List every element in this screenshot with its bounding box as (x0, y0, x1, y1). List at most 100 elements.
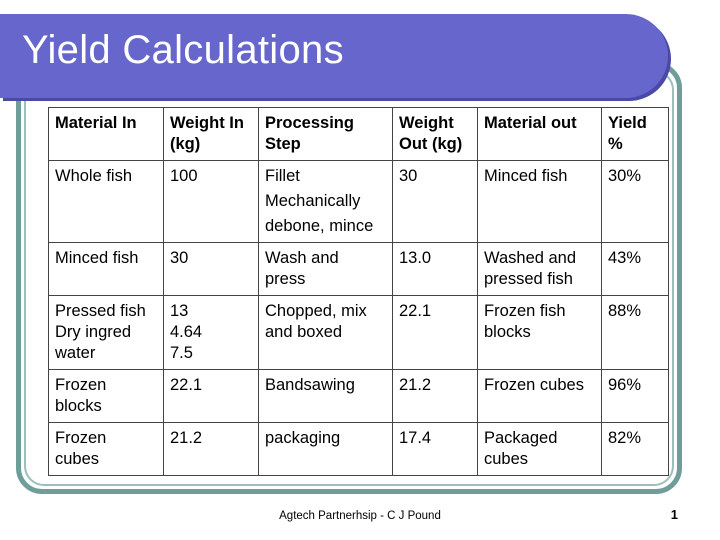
title-bar (0, 14, 668, 98)
table-cell-text: Frozen (55, 429, 107, 447)
table-cell-text: packaging (265, 429, 341, 447)
table-cell-text: 22.1 (399, 302, 432, 320)
table-cell: 21.2 (163, 422, 259, 476)
table-row: Minced fish 30 Wash and press 13.0 Washed and… (48, 242, 669, 296)
table-cell-text: press (265, 270, 306, 288)
table-cell-text: and boxed (265, 323, 343, 341)
table-cell-text: blocks (55, 397, 102, 415)
yield-table-container: Material In Weight In (kg) Processing Step We… (48, 107, 669, 476)
table-cell-text: 13 (170, 302, 189, 320)
table-cell: Bandsawing (258, 369, 393, 423)
table-cell: Frozen cubes (477, 369, 602, 423)
table-cell: 21.2 (392, 369, 478, 423)
column-header-text: (kg) (170, 135, 201, 153)
table-row: Frozen cubes 21.2 packaging 17.4 Packaged cube… (48, 422, 669, 476)
table-cell-text: 30 (170, 249, 189, 267)
table-cell-text: 43% (608, 249, 642, 267)
table-cell: 22.1 (163, 369, 259, 423)
table-cell: 82% (601, 422, 669, 476)
table-cell-text: Frozen cubes (484, 376, 584, 394)
table-cell-text: pressed fish (484, 270, 573, 288)
table-cell: 96% (601, 369, 669, 423)
table-cell: 30 (392, 160, 478, 243)
table-cell-text: Mechanically (265, 192, 361, 210)
table-cell-text: debone, mince (265, 217, 374, 235)
table-cell-text: Whole fish (55, 167, 133, 185)
table-cell: Washed and pressed fish (477, 242, 602, 296)
column-header: Material out (477, 107, 602, 161)
table-cell-text: Chopped, mix (265, 302, 367, 320)
table-cell-text: 21.2 (170, 429, 203, 447)
table-cell: Packaged cubes (477, 422, 602, 476)
table-cell: Frozen blocks (48, 369, 164, 423)
table-cell-text: Minced fish (55, 249, 139, 267)
column-header-text: Material In (55, 114, 137, 132)
table-cell: 13 4.64 7.5 (163, 295, 259, 370)
table-cell: 100 (163, 160, 259, 243)
slide-title: Yield Calculations (22, 28, 344, 72)
table-cell: Fillet Mechanically debone, mince (258, 160, 393, 243)
table-cell: 30 (163, 242, 259, 296)
table-header-row: Material In Weight In (kg) Processing Step We… (48, 107, 669, 161)
table-cell-text: 30% (608, 167, 642, 185)
table-cell-text: cubes (484, 450, 529, 468)
table-cell: Chopped, mix and boxed (258, 295, 393, 370)
table-cell-text: Frozen fish (484, 302, 566, 320)
table-cell-text: Pressed fish (55, 302, 146, 320)
table-cell-text: 88% (608, 302, 642, 320)
table-cell: Frozen fish blocks (477, 295, 602, 370)
table-row: Pressed fish Dry ingred water 13 4.64 7.5 Chop… (48, 295, 669, 370)
column-header-text: Weight In (170, 114, 244, 132)
table-cell: Whole fish (48, 160, 164, 243)
yield-table: Material In Weight In (kg) Processing Step We… (48, 107, 669, 476)
table-cell-text: 7.5 (170, 344, 193, 362)
table-cell: 30% (601, 160, 669, 243)
table-cell: 17.4 (392, 422, 478, 476)
table-cell-text: 4.64 (170, 323, 203, 341)
column-header-text: Material out (484, 114, 577, 132)
page-number: 1 (670, 507, 678, 522)
table-cell: Minced fish (477, 160, 602, 243)
table-cell-text: Bandsawing (265, 376, 355, 394)
table-cell-text: 82% (608, 429, 642, 447)
table-cell-text: Fillet (265, 167, 300, 185)
table-cell: Frozen cubes (48, 422, 164, 476)
column-header: Material In (48, 107, 164, 161)
table-cell: Pressed fish Dry ingred water (48, 295, 164, 370)
table-cell-text: Washed and (484, 249, 577, 267)
table-row: Frozen blocks 22.1 Bandsawing 21.2 Frozen cub… (48, 369, 669, 423)
column-header-text: Yield (608, 114, 647, 132)
table-cell-text: water (55, 344, 96, 362)
table-cell-text: blocks (484, 323, 531, 341)
table-cell: 13.0 (392, 242, 478, 296)
table-cell-text: 21.2 (399, 376, 432, 394)
table-cell-text: 17.4 (399, 429, 432, 447)
table-cell-text: Packaged (484, 429, 558, 447)
footer-credit: Agtech Partnerhsip - C J Pound (279, 510, 441, 522)
column-header-text: Step (265, 135, 301, 153)
column-header-text: % (608, 135, 623, 153)
table-row: Whole fish 100 Fillet Mechanically debone, m… (48, 160, 669, 243)
column-header-text: Out (kg) (399, 135, 463, 153)
table-cell-text: Dry ingred (55, 323, 132, 341)
table-cell: packaging (258, 422, 393, 476)
table-cell: Wash and press (258, 242, 393, 296)
column-header: Processing Step (258, 107, 393, 161)
table-cell-text: 22.1 (170, 376, 203, 394)
table-cell: 88% (601, 295, 669, 370)
table-cell-text: Frozen (55, 376, 107, 394)
table-cell-text: Minced fish (484, 167, 568, 185)
column-header: Weight In (kg) (163, 107, 259, 161)
table-cell-text: cubes (55, 450, 100, 468)
table-cell-text: 100 (170, 167, 198, 185)
column-header-text: Weight (399, 114, 454, 132)
table-cell-text: 13.0 (399, 249, 432, 267)
table-cell-text: Wash and (265, 249, 339, 267)
table-cell: 22.1 (392, 295, 478, 370)
table-cell: Minced fish (48, 242, 164, 296)
column-header: Yield% (601, 107, 669, 161)
table-body: Whole fish 100 Fillet Mechanically debone, m… (48, 160, 669, 476)
table-cell: 43% (601, 242, 669, 296)
column-header-text: Processing (265, 114, 354, 132)
column-header: Weight Out (kg) (392, 107, 478, 161)
